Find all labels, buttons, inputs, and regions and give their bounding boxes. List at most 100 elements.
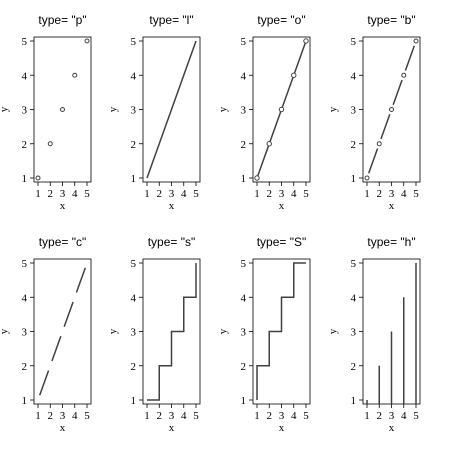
y-tick-label: 5 — [351, 258, 357, 270]
x-axis-label: x — [279, 200, 285, 212]
y-tick-label: 4 — [351, 70, 357, 82]
panel-title: type= "s" — [148, 235, 196, 249]
series-segment — [63, 301, 74, 328]
y-tick-label: 3 — [131, 327, 137, 339]
series-line — [146, 40, 197, 179]
data-point — [35, 175, 41, 181]
x-tick-label: 2 — [377, 410, 383, 422]
x-tick-label: 3 — [279, 410, 285, 422]
y-axis-label: y — [107, 106, 119, 112]
y-tick-label: 4 — [131, 292, 137, 304]
x-tick-label: 1 — [364, 410, 370, 422]
series-segment — [392, 79, 403, 106]
x-tick-label: 5 — [84, 188, 90, 200]
y-tick-label: 3 — [241, 105, 247, 117]
y-tick-label: 4 — [241, 292, 247, 304]
series-step — [147, 263, 197, 401]
data-point — [266, 141, 272, 147]
series-segment — [75, 267, 87, 293]
x-tick-label: 2 — [48, 410, 54, 422]
y-tick-label: 4 — [22, 70, 28, 82]
data-point — [254, 175, 260, 181]
y-axis-label: y — [0, 106, 10, 112]
y-tick-label: 2 — [241, 139, 247, 151]
x-tick-label: 2 — [157, 410, 163, 422]
y-tick-label: 4 — [22, 292, 28, 304]
panel-title: type= "S" — [257, 235, 307, 249]
x-tick-label: 1 — [35, 188, 41, 200]
data-point — [413, 38, 419, 44]
x-tick-label: 4 — [72, 188, 78, 200]
y-tick-label: 2 — [22, 139, 28, 151]
series-segment — [367, 148, 379, 174]
y-tick-label: 2 — [241, 361, 247, 373]
x-axis-label: x — [60, 422, 66, 434]
y-tick-label: 1 — [241, 395, 247, 407]
y-tick-label: 1 — [131, 173, 137, 185]
x-tick-label: 4 — [72, 410, 78, 422]
data-point — [376, 141, 382, 147]
x-tick-label: 1 — [144, 188, 150, 200]
series-segment — [404, 45, 416, 71]
x-tick-label: 4 — [401, 410, 407, 422]
y-tick-label: 1 — [22, 173, 28, 185]
x-tick-label: 5 — [303, 188, 309, 200]
x-axis-label: x — [60, 200, 66, 212]
x-tick-label: 1 — [35, 410, 41, 422]
y-tick-label: 1 — [131, 395, 137, 407]
y-tick-label: 3 — [241, 327, 247, 339]
y-tick-label: 5 — [131, 258, 137, 270]
y-axis-label: y — [327, 328, 339, 334]
x-axis-label: x — [169, 422, 175, 434]
series-segment — [380, 113, 391, 140]
panel-title: type= "b" — [367, 13, 415, 27]
panel-title: type= "h" — [367, 235, 415, 249]
y-axis-label: y — [107, 328, 119, 334]
panel-title: type= "o" — [257, 13, 305, 27]
x-tick-label: 2 — [267, 410, 273, 422]
x-tick-label: 2 — [48, 188, 54, 200]
data-point — [291, 72, 297, 78]
y-tick-label: 3 — [351, 105, 357, 117]
y-tick-label: 5 — [241, 36, 247, 48]
y-tick-label: 5 — [22, 258, 28, 270]
y-tick-label: 5 — [351, 36, 357, 48]
x-tick-label: 3 — [169, 410, 175, 422]
y-tick-label: 4 — [131, 70, 137, 82]
y-axis-label: y — [327, 106, 339, 112]
x-tick-label: 1 — [254, 188, 260, 200]
x-tick-label: 5 — [84, 410, 90, 422]
y-axis-label: y — [217, 106, 229, 112]
y-tick-label: 4 — [241, 70, 247, 82]
x-tick-label: 4 — [181, 188, 187, 200]
series-segment — [38, 370, 50, 396]
x-axis-label: x — [279, 422, 285, 434]
y-tick-label: 3 — [351, 327, 357, 339]
x-tick-label: 5 — [193, 410, 199, 422]
x-tick-label: 3 — [60, 188, 66, 200]
data-point — [72, 72, 78, 78]
x-tick-label: 1 — [254, 410, 260, 422]
panel-title: type= "p" — [38, 13, 86, 27]
x-tick-label: 1 — [364, 188, 370, 200]
x-tick-label: 3 — [279, 188, 285, 200]
y-axis-label: y — [217, 328, 229, 334]
panel-title: type= "l" — [149, 13, 193, 27]
y-tick-label: 2 — [351, 361, 357, 373]
y-axis-label: y — [0, 328, 10, 334]
x-tick-label: 3 — [169, 188, 175, 200]
x-tick-label: 2 — [267, 188, 273, 200]
x-tick-label: 5 — [413, 188, 419, 200]
y-tick-label: 3 — [22, 105, 28, 117]
x-tick-label: 4 — [291, 188, 297, 200]
plot-frame — [33, 258, 92, 405]
x-tick-label: 2 — [157, 188, 163, 200]
x-tick-label: 2 — [377, 188, 383, 200]
